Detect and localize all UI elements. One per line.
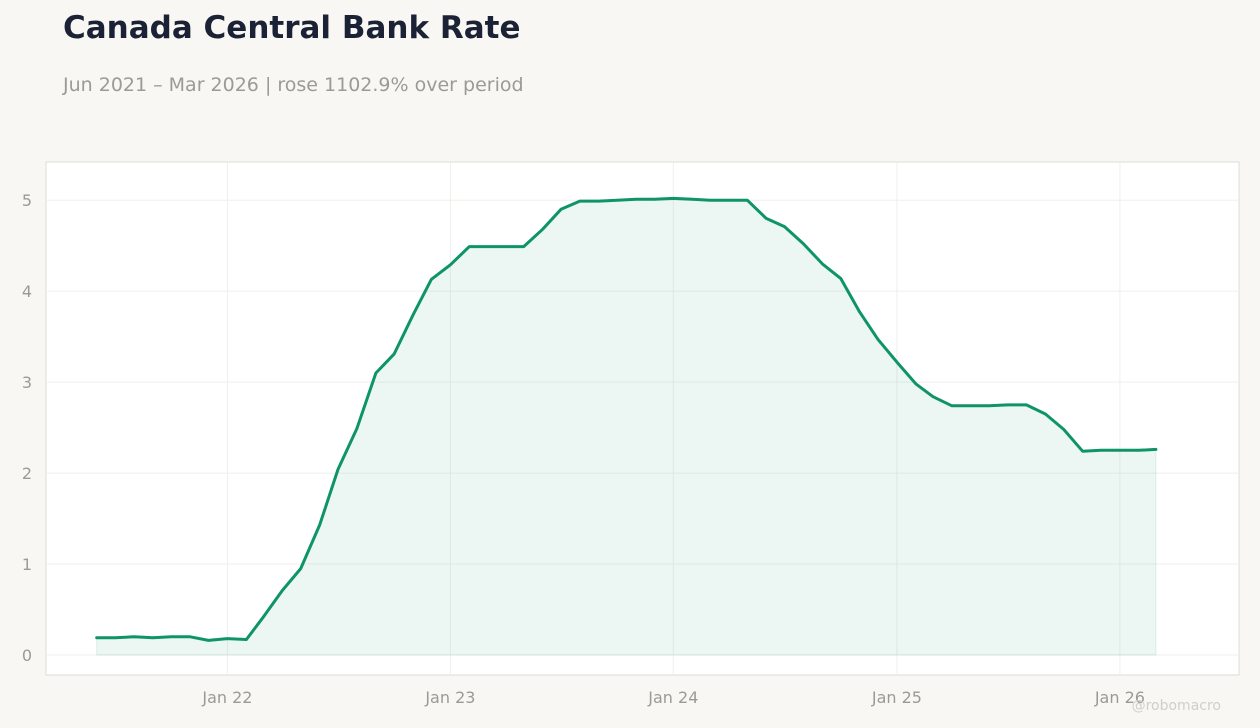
y-tick-label: 4 [22, 282, 32, 301]
x-tick-label: Jan 26 [1094, 688, 1145, 707]
y-tick-label: 2 [22, 464, 32, 483]
y-axis: 0 1 2 3 4 5 [22, 191, 32, 665]
chart-title: Canada Central Bank Rate [63, 10, 521, 46]
y-tick-label: 0 [22, 646, 32, 665]
y-tick-label: 1 [22, 555, 32, 574]
y-tick-label: 5 [22, 191, 32, 210]
line-layer [95, 196, 1158, 642]
x-tick-label: Jan 22 [201, 688, 252, 707]
y-tick-label: 3 [22, 373, 32, 392]
watermark: @robomacro [1132, 698, 1221, 714]
plot-area [45, 161, 1240, 676]
x-tick-label: Jan 24 [647, 688, 698, 707]
x-tick-label: Jan 23 [424, 688, 475, 707]
chart-subtitle: Jun 2021 – Mar 2026 | rose 1102.9% over … [63, 74, 524, 96]
x-axis: Jan 22 Jan 23 Jan 24 Jan 25 Jan 26 [201, 688, 1145, 707]
series-line [95, 196, 1158, 642]
grid-lines [46, 162, 1239, 675]
x-tick-label: Jan 25 [871, 688, 922, 707]
